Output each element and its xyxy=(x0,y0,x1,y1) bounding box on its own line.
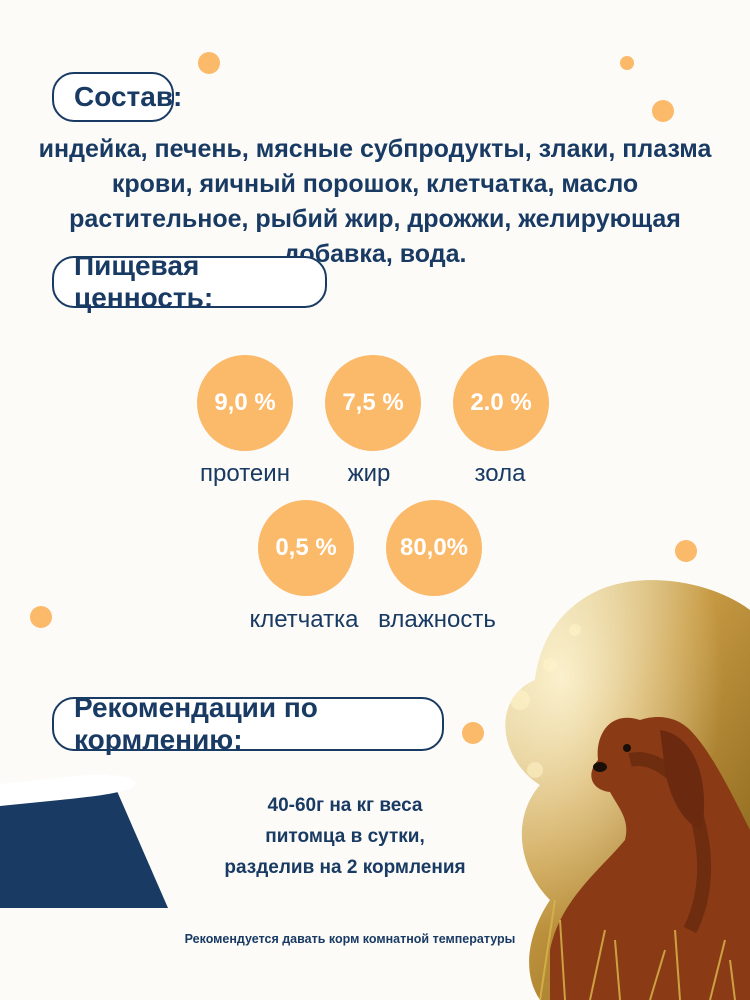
feeding-line: 40-60г на кг веса xyxy=(267,795,423,816)
nutrition-title: Пищевая ценность: xyxy=(52,250,327,313)
nutrition-label-moisture: влажность xyxy=(378,606,496,633)
feeding-title: Рекомендации по кормлению: xyxy=(52,692,444,755)
decor-dot xyxy=(462,722,484,744)
feeding-line: разделив на 2 кормления xyxy=(224,857,466,878)
composition-text: индейка, печень, мясные субпродукты, зла… xyxy=(38,135,712,268)
nutrition-value-fat: 7,5 % xyxy=(325,355,421,451)
decor-dot xyxy=(30,606,52,628)
decor-dot xyxy=(620,56,634,70)
decor-dot xyxy=(198,52,220,74)
decor-dot xyxy=(652,100,674,122)
dog-photo xyxy=(505,580,750,1000)
nutrition-label-protein: протеин xyxy=(200,460,290,487)
feeding-text: 40-60г на кг веса питомца в сутки, разде… xyxy=(180,790,510,883)
nutrition-value-moisture: 80,0% xyxy=(386,500,482,596)
nutrition-value-ash: 2.0 % xyxy=(453,355,549,451)
nutrition-label-fiber: клетчатка xyxy=(249,606,359,633)
nutrition-label-fat: жир xyxy=(347,460,391,487)
composition-title: Состав: xyxy=(52,72,182,122)
nutrition-value-fiber: 0,5 % xyxy=(258,500,354,596)
temperature-note: Рекомендуется давать корм комнатной темп… xyxy=(184,932,516,946)
bowl-icon xyxy=(0,774,168,908)
decor-dot xyxy=(675,540,697,562)
nutrition-value-protein: 9,0 % xyxy=(197,355,293,451)
feeding-line: питомца в сутки, xyxy=(265,826,425,847)
nutrition-label-ash: зола xyxy=(474,460,526,487)
